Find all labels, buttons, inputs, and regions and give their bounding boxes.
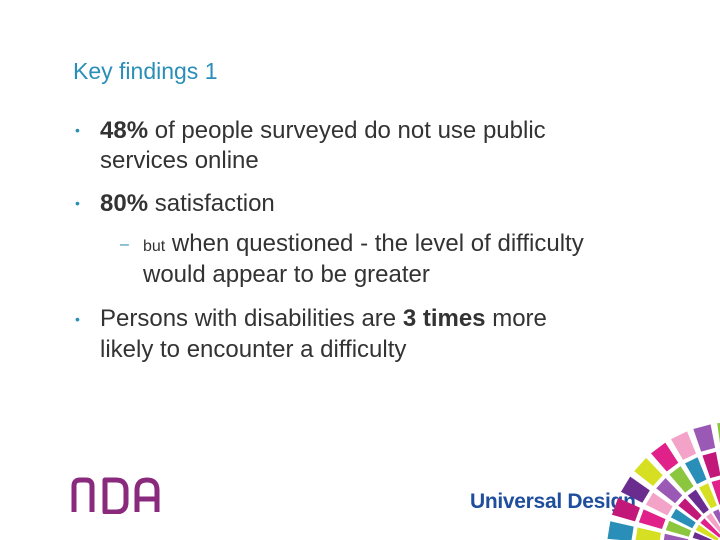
rosette-segment [665, 520, 692, 537]
bullet-marker: • [75, 195, 80, 211]
rosette-segment [611, 497, 640, 522]
rosette-segment [687, 489, 709, 514]
bullet-3-emphasis: 3 times [402, 305, 486, 332]
rosette-graphic-icon [607, 423, 720, 540]
bullet-1-emphasis: 48% [100, 117, 149, 144]
rosette-segment [671, 431, 697, 460]
rosette-segment [711, 479, 720, 505]
rosette-segment [706, 513, 720, 533]
rosette-segment [699, 483, 718, 509]
rosette-segment [713, 509, 720, 525]
sub-bullet-line-2: would appear to be greater [143, 261, 430, 288]
rosette-segment [693, 424, 716, 452]
rosette-segment [702, 451, 720, 479]
bullet-3-line-1: Persons with disabilities are 3 times mo… [100, 305, 547, 333]
sub-bullet-text: when questioned - the level of difficult… [165, 230, 584, 257]
sub-bullet-marker: – [120, 236, 129, 253]
rosette-segment [651, 442, 679, 472]
bullet-marker: • [75, 122, 80, 138]
rosette-segment [695, 524, 719, 540]
rosette-segment [663, 533, 689, 540]
bullet-1-line-1: 48% of people surveyed do not use public [100, 117, 546, 145]
slide-title: Key findings 1 [73, 58, 218, 84]
sub-bullet-line-1: but when questioned - the level of diffi… [143, 230, 584, 261]
bullet-2-emphasis: 80% [100, 190, 149, 217]
rosette-segment [685, 457, 707, 485]
rosette-segment [669, 466, 694, 493]
rosette-segment [634, 457, 663, 486]
rosette-segment [645, 492, 673, 516]
bullet-3-text-pre: Persons with disabilities are [100, 305, 403, 332]
nda-logo [71, 477, 160, 514]
bullet-3-text-post: more [485, 305, 547, 332]
rosette-segment [717, 423, 720, 444]
bullet-marker: • [75, 311, 80, 327]
rosette-segment [678, 498, 702, 521]
rosette-segment [635, 527, 661, 540]
rosette-segment [656, 478, 683, 504]
rosette-segment [638, 509, 666, 530]
rosette-segment [620, 476, 650, 503]
rosette-segment [670, 508, 696, 529]
rosette-segment [700, 518, 720, 538]
bullet-2-text: satisfaction [148, 190, 275, 217]
bullet-1-text: of people surveyed do not use public [148, 117, 546, 144]
universal-design-tagline: Universal Design [470, 490, 636, 513]
bullet-3-line-2: likely to encounter a difficulty [100, 336, 407, 363]
bullet-2-line-1: 80% satisfaction [100, 190, 275, 218]
rosette-segment [607, 521, 634, 540]
rosette-segment [692, 532, 713, 540]
sub-bullet-small-text: but [143, 238, 166, 255]
bullet-1-line-2: services online [100, 147, 259, 174]
